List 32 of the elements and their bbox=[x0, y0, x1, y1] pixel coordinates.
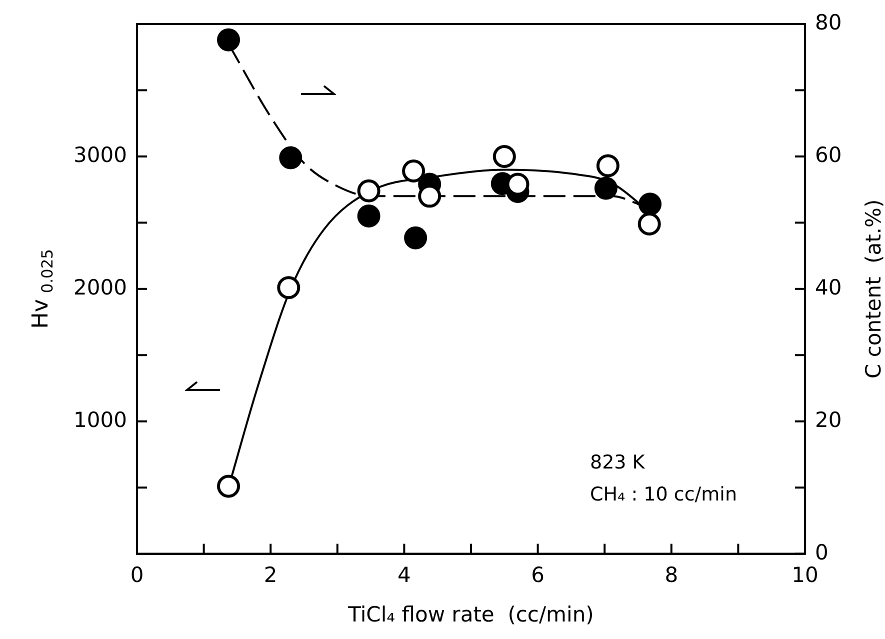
point bbox=[638, 212, 661, 236]
point bbox=[404, 226, 428, 250]
point bbox=[596, 154, 620, 178]
y2-tick-label: 80 bbox=[815, 10, 842, 34]
point bbox=[277, 276, 300, 300]
y2-tick-label: 40 bbox=[815, 275, 842, 300]
x-axis-title: TiCl₄ flow rate (cc/min) bbox=[347, 602, 594, 626]
point bbox=[279, 146, 302, 170]
point bbox=[492, 144, 516, 168]
y2-axis-title: C content (at.%) bbox=[861, 199, 885, 379]
y2-tick-label: 20 bbox=[815, 408, 842, 432]
x-tick-label: 8 bbox=[664, 562, 678, 587]
x-tick-label: 2 bbox=[264, 562, 278, 587]
point bbox=[638, 192, 662, 216]
point bbox=[594, 176, 618, 200]
annotation: CH₄ : 10 cc/min bbox=[590, 484, 737, 506]
x-tick-label: 0 bbox=[130, 562, 144, 587]
y2-tick-label: 0 bbox=[815, 540, 828, 564]
y2-tick-label: 60 bbox=[815, 142, 842, 167]
x-tick-label: 10 bbox=[792, 562, 818, 587]
point bbox=[217, 28, 240, 52]
annotation: 823 K bbox=[590, 452, 646, 474]
y-tick-label: 1000 bbox=[74, 408, 127, 432]
point bbox=[217, 474, 240, 498]
y-axis-title: Hv0.025 bbox=[28, 249, 57, 329]
x-tick-label: 6 bbox=[531, 562, 544, 587]
y-tick-label: 2000 bbox=[74, 275, 127, 300]
point bbox=[357, 179, 380, 202]
x-tick-label: 4 bbox=[398, 562, 411, 587]
y-tick-label: 3000 bbox=[74, 142, 127, 167]
point bbox=[402, 160, 426, 183]
point bbox=[357, 204, 380, 228]
